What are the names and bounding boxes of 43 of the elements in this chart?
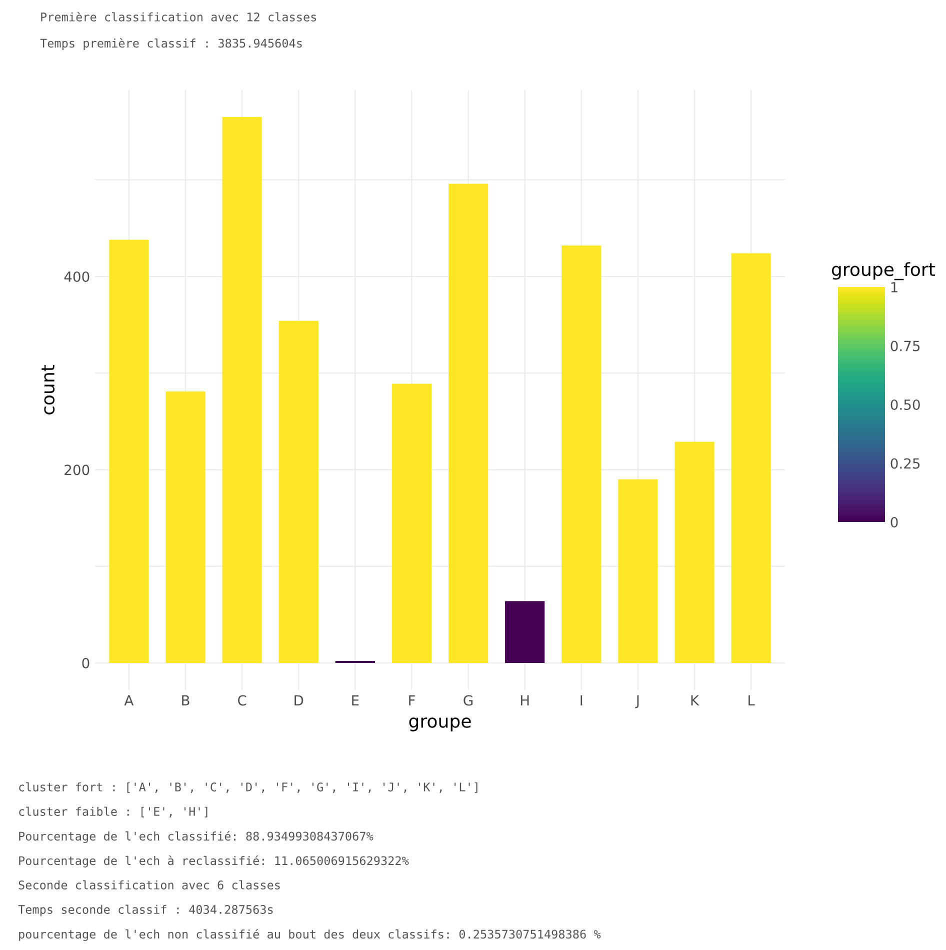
color-bar-title: groupe_fort — [832, 262, 935, 280]
bar — [392, 384, 432, 663]
text: cluster faible : ['E', 'H'] — [19, 806, 208, 818]
text: Seconde classification avec 6 classes — [18, 880, 280, 890]
x-tick-label: I — [580, 695, 582, 706]
text: Pourcentage de l'ech à reclassifié: 11.065006915629322% — [19, 856, 409, 868]
bar — [448, 184, 488, 663]
x-tick-label: G — [464, 695, 473, 706]
chart-subtitle: Temps première classif : 3835.945604s — [40, 38, 302, 50]
x-tick-label: B — [182, 695, 190, 706]
bar — [109, 240, 149, 663]
text: Temps seconde classif : 4034.287563s — [18, 904, 273, 916]
text: cluster fort : ['A', 'B', 'C', 'D', 'F', 'G', 'I', 'J', 'K', 'L'] — [19, 782, 478, 793]
x-axis-title: groupe — [409, 717, 471, 732]
x-tick-label: K — [691, 695, 700, 706]
bar — [278, 320, 318, 663]
y-tick-label: 200 — [64, 464, 90, 476]
bar — [731, 253, 771, 663]
x-tick-label: H — [520, 695, 529, 706]
color-bar-label: 0.50 — [890, 399, 920, 410]
x-tick-label: J — [635, 695, 639, 708]
x-tick-label: E — [352, 695, 359, 706]
text: Pourcentage de l'ech classifié: 88.93499308437067% — [19, 831, 374, 843]
color-bar-label: 0.25 — [890, 458, 920, 469]
bar — [618, 479, 658, 663]
x-tick-label: L — [748, 695, 755, 706]
y-tick-label: 0 — [82, 658, 90, 668]
x-tick-label: F — [409, 695, 415, 706]
x-tick-label: D — [294, 695, 304, 706]
chart-title: Première classification avec 12 classes — [41, 12, 316, 22]
bar — [505, 601, 545, 663]
x-tick-label: C — [238, 695, 246, 706]
color-bar-label: 1 — [891, 282, 898, 292]
y-tick-label: 400 — [64, 271, 90, 282]
color-bar-label: 0 — [890, 516, 898, 528]
text: pourcentage de l'ech non classifié au bout des deux classifs: 0.2535730751498386 % — [19, 929, 601, 941]
x-tick-label: A — [124, 695, 134, 706]
bar — [562, 246, 602, 663]
bar — [674, 442, 714, 663]
y-axis-title: count — [42, 364, 55, 414]
bar — [222, 117, 262, 663]
bar — [166, 391, 206, 663]
color-bar-label: 0.75 — [890, 340, 920, 352]
